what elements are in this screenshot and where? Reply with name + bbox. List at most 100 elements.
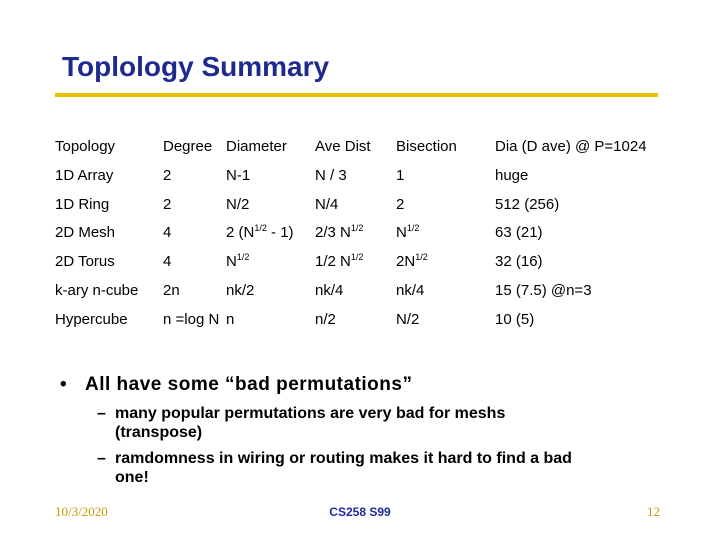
cell-text: 4 — [163, 224, 171, 241]
cell-text: n — [226, 311, 234, 328]
table-cell: nk/4 — [315, 282, 343, 299]
cell-text: N/4 — [315, 196, 338, 213]
cell-text: 2n — [163, 282, 180, 299]
table-cell: nk/2 — [226, 282, 254, 299]
column-header: Ave Dist — [315, 138, 371, 155]
table-cell: 512 (256) — [495, 196, 559, 213]
superscript: 1/2 — [415, 252, 428, 262]
cell-text: n/2 — [315, 311, 336, 328]
cell-text: nk/4 — [396, 282, 424, 299]
cell-text: N — [226, 253, 237, 270]
table-cell: Hypercube — [55, 311, 128, 328]
cell-text: 10 (5) — [495, 311, 534, 328]
cell-text: 1 — [396, 167, 404, 184]
column-header: Dia (D ave) @ P=1024 — [495, 138, 647, 155]
table-cell: 2 (N1/2 - 1) — [226, 223, 294, 241]
cell-text: 4 — [163, 253, 171, 270]
superscript: 1/2 — [407, 223, 420, 233]
cell-text: nk/2 — [226, 282, 254, 299]
footer-page: 12 — [647, 504, 660, 519]
cell-text: N-1 — [226, 167, 250, 184]
column-header: Bisection — [396, 138, 457, 155]
table-cell: 1D Ring — [55, 196, 109, 213]
table-cell: nk/4 — [396, 282, 424, 299]
sub-bullet-line: one! — [115, 469, 149, 486]
sub-dash: – — [97, 405, 106, 422]
cell-text: N/2 — [226, 196, 249, 213]
table-cell: 2/3 N1/2 — [315, 223, 363, 241]
superscript: 1/2 — [351, 223, 364, 233]
cell-text: 15 (7.5) @n=3 — [495, 282, 592, 299]
cell-text: 2D Torus — [55, 253, 115, 270]
cell-text: N — [396, 224, 407, 241]
table-cell: 2D Mesh — [55, 224, 115, 241]
table-cell: 1/2 N1/2 — [315, 252, 363, 270]
table-cell: 1D Array — [55, 167, 114, 184]
table-cell: 2D Torus — [55, 253, 115, 270]
table-cell: 2N1/2 — [396, 252, 428, 270]
cell-text: 2D Mesh — [55, 224, 115, 241]
table-cell: 63 (21) — [495, 224, 543, 241]
table-cell: N1/2 — [396, 223, 419, 241]
table-cell: 10 (5) — [495, 311, 534, 328]
sub-bullet-line: (transpose) — [115, 424, 202, 441]
cell-text: 1D Ring — [55, 196, 109, 213]
cell-text: 2N — [396, 253, 415, 270]
column-header: Diameter — [226, 138, 287, 155]
cell-text: k-ary n-cube — [55, 282, 138, 299]
table-cell: 2n — [163, 282, 180, 299]
cell-text: n =log N — [163, 311, 219, 328]
superscript: 1/2 — [254, 223, 267, 233]
slide-title: Toplology Summary — [62, 51, 329, 82]
table-cell: n/2 — [315, 311, 336, 328]
table-cell: n =log N — [163, 311, 219, 328]
table-cell: 15 (7.5) @n=3 — [495, 282, 592, 299]
table-cell: N-1 — [226, 167, 250, 184]
table-cell: n — [226, 311, 234, 328]
bullet: All have some “bad permutations” — [85, 374, 412, 395]
footer-course: CS258 S99 — [329, 505, 391, 519]
cell-text: N / 3 — [315, 167, 347, 184]
sub-bullets: – many popular permutations are very bad … — [97, 405, 572, 486]
cell-text: N/2 — [396, 311, 419, 328]
table-cell: 4 — [163, 224, 171, 241]
table-cell: N/4 — [315, 196, 338, 213]
cell-text: 512 (256) — [495, 196, 559, 213]
cell-text: 2/3 N — [315, 224, 351, 241]
bullet-dot: • — [60, 374, 67, 395]
table-cell: 32 (16) — [495, 253, 543, 270]
footer-date: 10/3/2020 — [55, 504, 108, 519]
sub-bullet-line: ramdomness in wiring or routing makes it… — [115, 450, 572, 467]
column-header: Topology — [55, 138, 116, 155]
column-header: Degree — [163, 138, 212, 155]
cell-text: Hypercube — [55, 311, 128, 328]
table-cell: 1 — [396, 167, 404, 184]
table-cell: 4 — [163, 253, 171, 270]
table-cell: 2 — [396, 196, 404, 213]
cell-text: nk/4 — [315, 282, 343, 299]
cell-text: 2 — [396, 196, 404, 213]
sub-dash: – — [97, 450, 106, 467]
table-cell: 2 — [163, 196, 171, 213]
cell-text: 32 (16) — [495, 253, 543, 270]
title-rule — [55, 93, 658, 97]
cell-text: huge — [495, 167, 528, 184]
table-cell: k-ary n-cube — [55, 282, 138, 299]
summary-table: Topology Degree Diameter Ave Dist Bisection D… — [55, 138, 647, 328]
table-cell: huge — [495, 167, 528, 184]
cell-text: 1D Array — [55, 167, 114, 184]
table-cell: N / 3 — [315, 167, 347, 184]
table-cell: 2 — [163, 167, 171, 184]
superscript: 1/2 — [351, 252, 364, 262]
cell-text: 63 (21) — [495, 224, 543, 241]
table-cell: N/2 — [396, 311, 419, 328]
cell-text: 1/2 N — [315, 253, 351, 270]
sub-bullet-line: many popular permutations are very bad f… — [115, 405, 505, 422]
cell-text: 2 (N — [226, 224, 254, 241]
table-cell: N1/2 — [226, 252, 249, 270]
cell-text: 2 — [163, 167, 171, 184]
cell-text: - 1) — [267, 224, 294, 241]
cell-text: 2 — [163, 196, 171, 213]
